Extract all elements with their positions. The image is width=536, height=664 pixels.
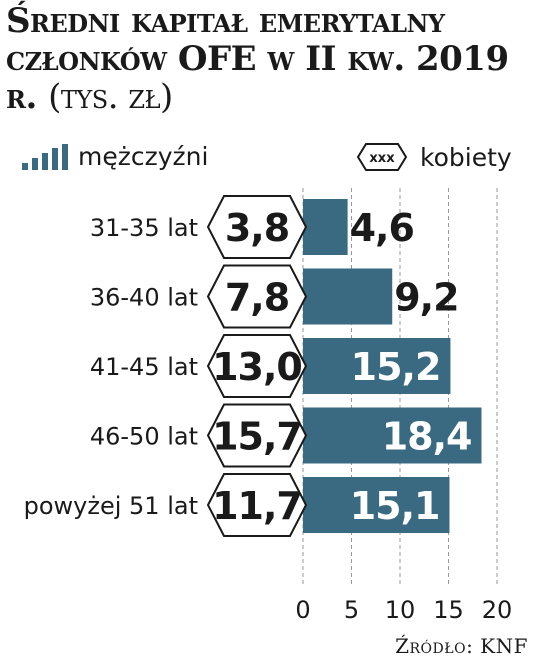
bar-men — [303, 407, 482, 464]
hexagon-icon: xxx — [356, 143, 408, 171]
value-label-women: 13,0 — [212, 345, 302, 389]
value-label-women: 3,8 — [225, 206, 289, 250]
category-label: 36-40 lat — [90, 284, 198, 312]
chart-title: Średni kapitał emerytalny członków OFE w… — [6, 2, 534, 116]
x-tick-label: 5 — [344, 596, 359, 624]
value-label-men: 4,6 — [350, 206, 414, 250]
legend-women-label: kobiety — [420, 142, 512, 172]
x-tick-label: 10 — [385, 596, 416, 624]
x-tick-label: 20 — [482, 596, 513, 624]
legend-men-label: mężczyźni — [78, 142, 209, 171]
category-label: 31-35 lat — [90, 214, 198, 242]
source-note: Źródło: KNF — [395, 634, 528, 658]
hexagon-women — [206, 473, 308, 537]
bar-men — [303, 268, 393, 325]
bar-men — [303, 477, 450, 533]
legend: mężczyźni xxx kobiety — [0, 140, 536, 176]
hexagon-women — [206, 195, 308, 259]
bar-men — [303, 199, 348, 255]
hexagon-women — [206, 264, 308, 329]
x-tick-label: 0 — [295, 596, 310, 624]
value-label-women: 11,7 — [212, 484, 302, 528]
value-label-men: 18,4 — [382, 415, 472, 459]
chart-title-main: Średni kapitał emerytalny członków OFE w… — [6, 1, 509, 117]
category-label: powyżej 51 lat — [24, 492, 198, 520]
bar-chart: 0 5 10 15 20 4,6 3,8 31-35 lat 9,2 7,8 36-40 lat 15… — [24, 188, 513, 624]
x-tick-label: 15 — [433, 596, 464, 624]
category-label: 41-45 lat — [90, 353, 198, 381]
value-label-men: 15,2 — [351, 345, 441, 389]
value-label-women: 7,8 — [225, 276, 289, 320]
legend-men: mężczyźni — [22, 142, 208, 171]
value-label-women: 15,7 — [212, 415, 302, 459]
category-label: 46-50 lat — [90, 423, 198, 451]
bar-men — [303, 338, 451, 394]
hexagon-women — [206, 334, 308, 398]
value-label-men: 9,2 — [394, 276, 458, 320]
legend-women: xxx kobiety — [352, 142, 512, 172]
value-label-men: 15,1 — [350, 484, 440, 528]
hexagon-women — [206, 403, 308, 468]
chart-title-unit: (tys. zł) — [48, 77, 173, 117]
bar-chart-icon — [22, 143, 68, 170]
hexagon-icon-text: xxx — [369, 151, 395, 166]
